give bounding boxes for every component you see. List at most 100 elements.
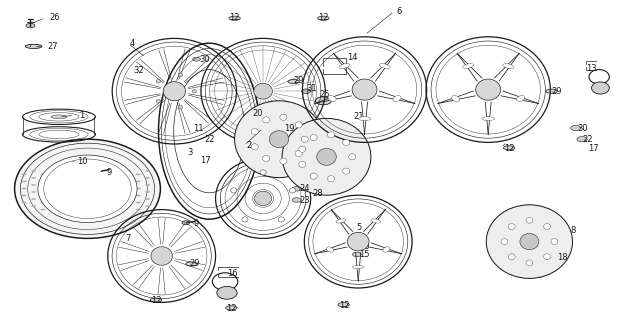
Text: 30: 30: [359, 242, 370, 251]
Ellipse shape: [31, 177, 36, 179]
Ellipse shape: [463, 64, 474, 68]
Text: 12: 12: [226, 304, 237, 313]
Ellipse shape: [98, 173, 103, 175]
Ellipse shape: [50, 184, 55, 186]
Ellipse shape: [107, 191, 112, 193]
Ellipse shape: [358, 117, 371, 121]
Ellipse shape: [31, 198, 36, 200]
Ellipse shape: [98, 181, 103, 182]
Ellipse shape: [50, 191, 55, 193]
Ellipse shape: [22, 202, 27, 204]
Text: 14: 14: [347, 53, 358, 62]
Text: 25: 25: [319, 90, 330, 99]
Text: 12: 12: [504, 144, 515, 153]
Text: 12: 12: [230, 13, 240, 22]
Ellipse shape: [328, 95, 336, 102]
Text: 23: 23: [299, 196, 310, 204]
Ellipse shape: [60, 181, 65, 182]
Text: 18: 18: [557, 253, 567, 262]
Circle shape: [189, 126, 197, 130]
Ellipse shape: [318, 16, 329, 20]
Ellipse shape: [107, 205, 112, 207]
Ellipse shape: [136, 181, 141, 182]
Ellipse shape: [41, 195, 46, 196]
Ellipse shape: [508, 254, 515, 260]
Ellipse shape: [508, 224, 515, 229]
Text: 24: 24: [299, 184, 310, 193]
Ellipse shape: [88, 205, 93, 207]
Ellipse shape: [79, 202, 84, 204]
Ellipse shape: [295, 122, 302, 128]
Text: 28: 28: [312, 189, 323, 198]
Ellipse shape: [22, 173, 27, 175]
Ellipse shape: [50, 198, 55, 200]
Ellipse shape: [88, 177, 93, 179]
Ellipse shape: [327, 247, 333, 252]
Ellipse shape: [50, 170, 55, 172]
Ellipse shape: [339, 64, 350, 68]
Ellipse shape: [163, 82, 186, 101]
Ellipse shape: [136, 209, 141, 211]
Ellipse shape: [349, 154, 356, 160]
Text: 31: 31: [306, 84, 317, 92]
Ellipse shape: [50, 205, 55, 207]
Ellipse shape: [69, 198, 74, 200]
Text: 2: 2: [246, 141, 251, 150]
Ellipse shape: [192, 89, 197, 93]
Ellipse shape: [226, 306, 237, 310]
Ellipse shape: [383, 247, 390, 252]
Ellipse shape: [60, 209, 65, 211]
Text: 22: 22: [582, 135, 593, 144]
Text: 9: 9: [107, 168, 112, 177]
Ellipse shape: [156, 99, 160, 103]
Text: 27: 27: [48, 42, 58, 51]
Ellipse shape: [126, 170, 131, 172]
Ellipse shape: [338, 303, 349, 307]
Ellipse shape: [41, 202, 46, 204]
Ellipse shape: [151, 247, 172, 265]
Text: 13: 13: [586, 64, 597, 73]
Circle shape: [292, 187, 301, 191]
Ellipse shape: [107, 198, 112, 200]
Ellipse shape: [107, 170, 112, 172]
Text: 11: 11: [193, 124, 204, 132]
Text: 30: 30: [577, 124, 588, 132]
Ellipse shape: [288, 79, 299, 84]
Ellipse shape: [543, 224, 550, 229]
Ellipse shape: [98, 195, 103, 196]
Ellipse shape: [316, 97, 332, 105]
Ellipse shape: [546, 89, 557, 93]
Circle shape: [292, 198, 301, 202]
Ellipse shape: [295, 150, 302, 156]
Ellipse shape: [327, 132, 335, 138]
Ellipse shape: [282, 118, 371, 195]
Ellipse shape: [343, 140, 350, 146]
Ellipse shape: [280, 158, 287, 164]
Ellipse shape: [302, 89, 311, 93]
Ellipse shape: [178, 73, 183, 77]
Ellipse shape: [69, 177, 74, 179]
Ellipse shape: [69, 205, 74, 207]
Ellipse shape: [347, 232, 369, 251]
Text: 10: 10: [77, 157, 88, 166]
Ellipse shape: [41, 173, 46, 175]
Ellipse shape: [51, 115, 67, 119]
Ellipse shape: [517, 95, 525, 102]
Ellipse shape: [126, 177, 131, 179]
Ellipse shape: [50, 177, 55, 179]
Ellipse shape: [79, 188, 84, 189]
Ellipse shape: [150, 298, 162, 302]
Circle shape: [571, 125, 581, 131]
Text: 5: 5: [356, 223, 361, 232]
Ellipse shape: [69, 184, 74, 186]
Ellipse shape: [41, 181, 46, 182]
Ellipse shape: [22, 181, 27, 182]
Ellipse shape: [501, 239, 508, 244]
Ellipse shape: [41, 209, 46, 211]
Ellipse shape: [301, 136, 308, 142]
Ellipse shape: [145, 170, 150, 172]
Ellipse shape: [41, 188, 46, 189]
Ellipse shape: [22, 195, 27, 196]
Text: 30: 30: [200, 55, 210, 64]
Circle shape: [181, 149, 188, 153]
